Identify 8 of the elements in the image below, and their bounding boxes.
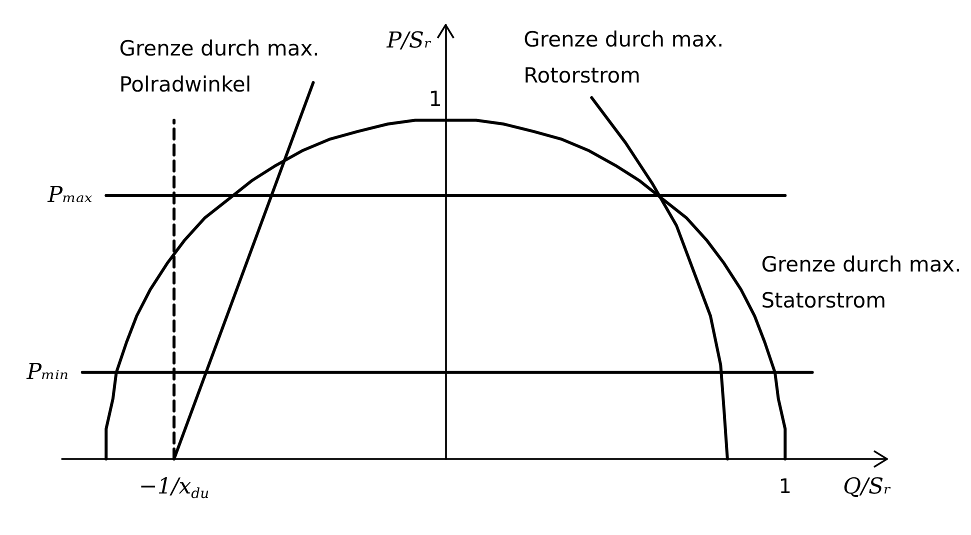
series-label: Pₘᵢₙ xyxy=(26,360,68,385)
annotation: Grenze durch max. Rotorstrom xyxy=(524,28,730,88)
annotation: Grenze durch max. Statorstrom xyxy=(761,252,968,312)
x-axis-title: Q/Sᵣ xyxy=(843,474,892,500)
series-label: Pₘₐₓ xyxy=(46,183,92,208)
annotation: 1 xyxy=(428,87,442,112)
annotation: Grenze durch max. Polradwinkel xyxy=(119,36,326,97)
y-axis-title: P/Sᵣ xyxy=(386,28,432,54)
